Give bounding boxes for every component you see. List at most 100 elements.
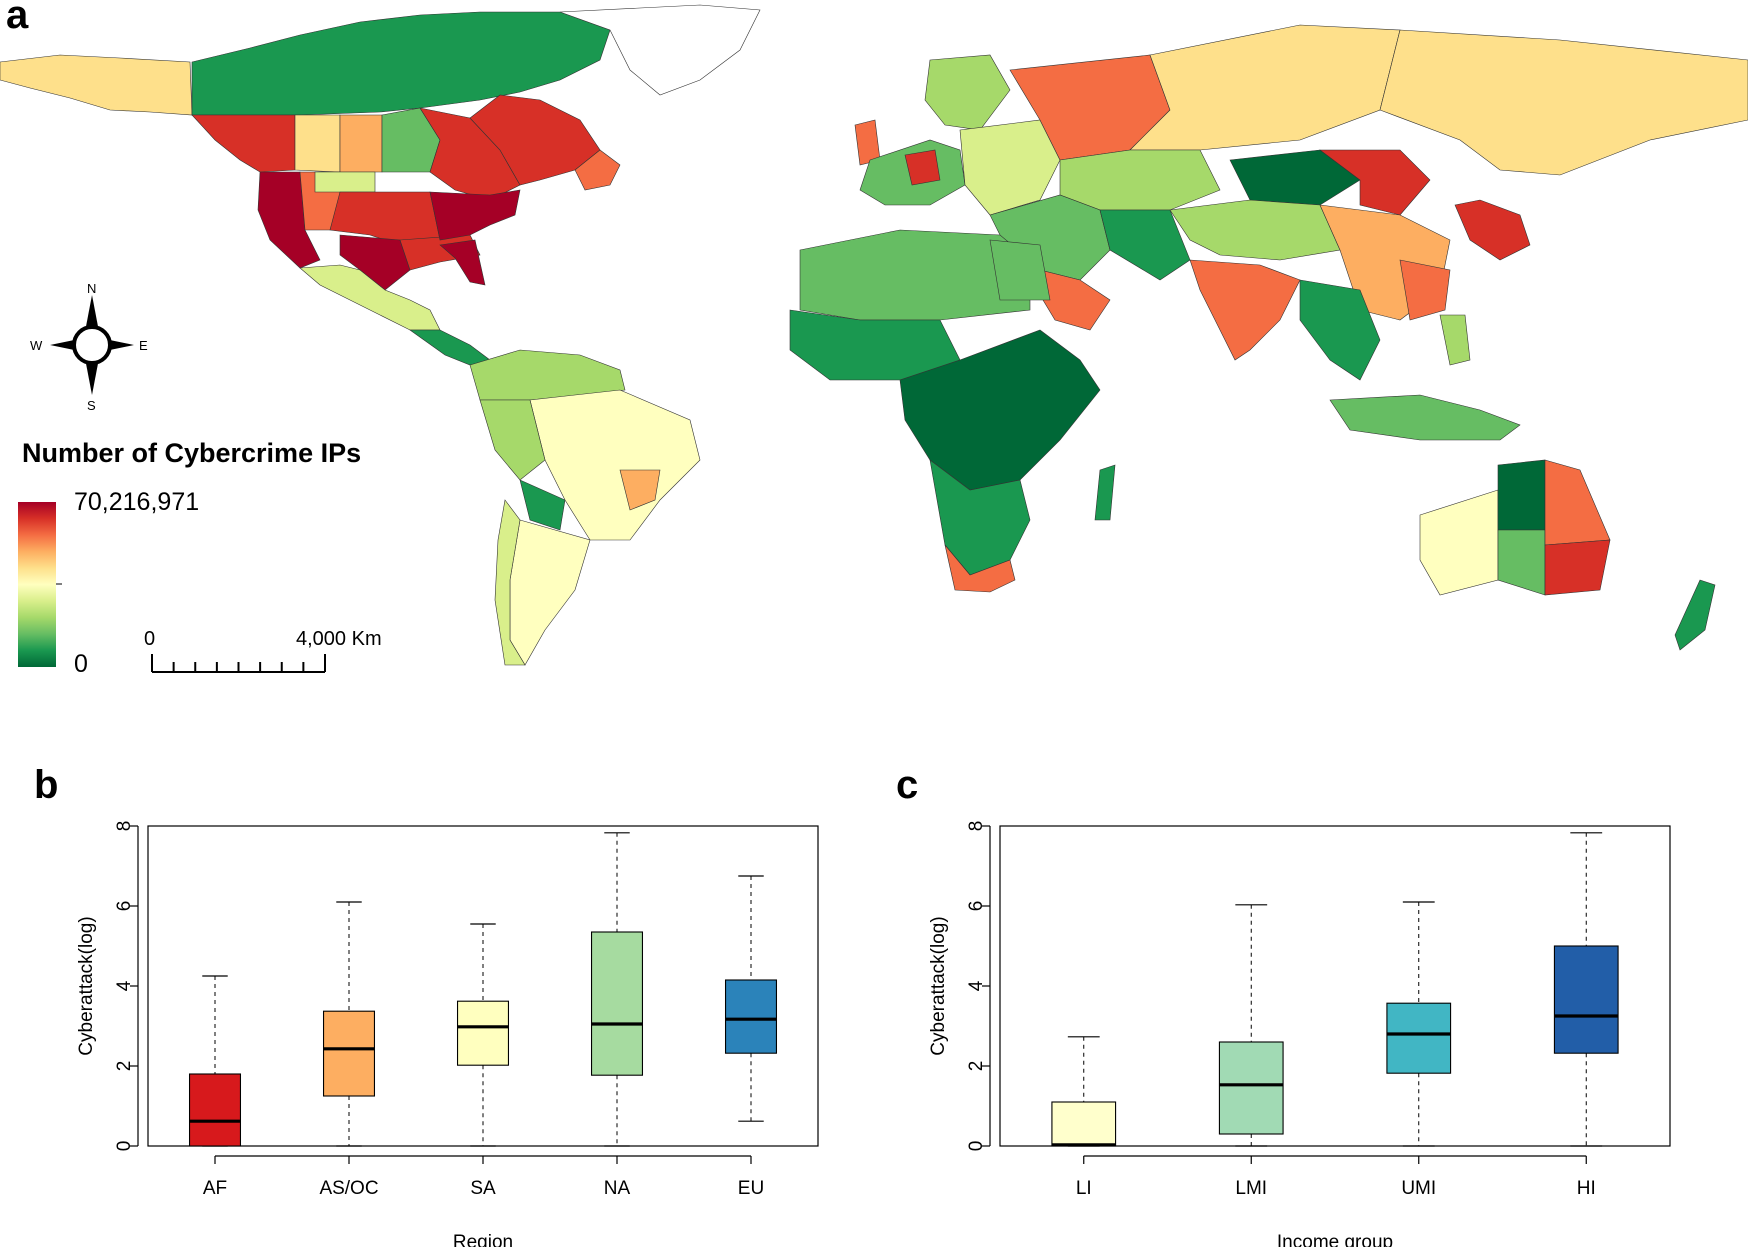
plot-frame [999,825,1671,1147]
region-korea-japan [1454,199,1531,261]
region-germany [904,149,941,186]
box-lmi: LMI [1218,904,1284,1199]
region-canada-ab [294,114,341,173]
region-scandinavia [924,54,1011,131]
world-map [0,4,1748,666]
compass-n-label: N [87,281,96,296]
region-australia-qld [1544,459,1611,546]
region-madagascar [1094,464,1116,521]
panel-b-letter: b [34,763,58,807]
compass-e-label: E [139,338,148,353]
compass-s-label: S [87,398,96,413]
panel-b: b 0 2 4 6 8 Cyberattack(log) Region AF AS/OC SA NA… [34,763,819,1247]
region-russia-central [1129,24,1401,151]
y-tick-label: 6 [966,901,987,912]
chart-region-boxplot: 0 2 4 6 8 Cyberattack(log) Region AF AS/OC SA NA EU [76,821,819,1247]
region-australia-west [1419,489,1499,596]
iqr-box [1386,1002,1452,1074]
y-tick-label: 4 [114,980,135,991]
iqr-box [590,931,644,1076]
y-tick-label: 8 [966,821,987,832]
region-australia-nsw [1544,539,1611,596]
region-india [1189,259,1301,361]
region-north-africa [799,229,1031,321]
legend-max-label: 70,216,971 [74,488,199,516]
y-tick-label: 4 [966,980,987,991]
compass-ring [72,325,112,365]
scale-ticks [151,654,326,672]
iqr-box [724,979,778,1054]
scale-max-label: 4,000 Km [296,628,382,650]
x-tick-label: EU [738,1178,764,1199]
iqr-box [1553,945,1619,1054]
y-tick-label: 2 [114,1061,135,1072]
chart-income-boxplot: 0 2 4 6 8 Cyberattack(log) Income group LI LMI UM… [928,821,1671,1247]
region-south-africa [944,544,1016,593]
region-central-africa [899,329,1101,491]
x-axis-label: Income group [1277,1232,1393,1247]
region-usa-northeast [429,189,521,241]
box-umi: UMI [1386,901,1452,1199]
region-new-zealand [1674,579,1716,651]
region-australia-sa [1497,529,1546,596]
region-indonesia [1329,394,1521,441]
x-tick-label: AS/OC [319,1178,378,1199]
region-canada-bc [191,114,296,173]
box-as-oc: AS/OC [319,901,379,1199]
x-tick-label: LI [1076,1178,1092,1199]
region-brazil-se [619,469,661,511]
region-bolivia [519,479,566,531]
region-philippines [1439,314,1471,366]
iqr-box [188,1073,242,1147]
region-australia-nt [1497,459,1546,531]
x-tick-label: NA [604,1178,631,1199]
region-china-south [1399,259,1451,321]
y-tick-label: 6 [114,901,135,912]
x-tick-label: AF [203,1178,227,1199]
region-argentina [509,519,591,666]
compass: N S E W [30,281,148,413]
iqr-box [1051,1101,1117,1147]
region-peru [479,399,546,481]
box-sa: SA [456,923,510,1199]
region-mexico [299,264,441,331]
scale-zero-label: 0 [144,628,155,650]
region-central-america [409,329,491,366]
region-alaska [0,54,193,116]
y-axis-label: Cyberattack(log) [928,916,949,1055]
x-tick-label: HI [1577,1178,1596,1199]
box-hi: HI [1553,832,1619,1199]
y-tick-label: 0 [114,1141,135,1152]
x-tick-label: UMI [1401,1178,1436,1199]
legend-title: Number of Cybercrime IPs [22,438,361,468]
region-brazil [529,389,701,541]
region-egypt [989,239,1051,301]
panel-c: c 0 2 4 6 8 Cyberattack(log) Income group LI LMI… [896,763,1671,1247]
region-iran [1099,209,1191,281]
compass-w-label: W [30,338,43,353]
region-myanmar-se-asia [1299,279,1381,381]
region-kazakhstan [1059,149,1221,211]
panel-a: a [0,0,1748,678]
region-canada-north [191,11,611,116]
region-chile [494,499,526,666]
box-af: AF [188,975,242,1199]
iqr-box [456,1000,510,1066]
iqr-box [1218,1041,1284,1135]
region-saudi-arabia [1039,269,1111,331]
region-usa-florida [439,239,486,286]
scale-bar: 0 4,000 Km [144,628,382,673]
y-tick-label: 8 [114,821,135,832]
region-greenland [559,4,761,96]
box-na: NA [590,832,644,1199]
y-axis-label: Cyberattack(log) [76,916,97,1055]
panel-c-letter: c [896,763,918,807]
region-usa-montana [314,171,376,193]
region-canada-sk [339,114,383,173]
region-mongolia [1229,149,1361,206]
region-russia-east [1379,29,1748,176]
x-axis-label: Region [453,1232,513,1247]
y-tick-label: 2 [966,1061,987,1072]
legend-min-label: 0 [74,650,88,678]
